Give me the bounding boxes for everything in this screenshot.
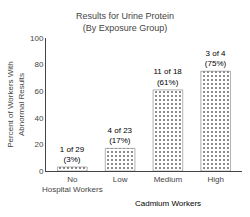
svg-text:NoHospital Workers: NoHospital Workers	[42, 175, 103, 194]
svg-text:60: 60	[34, 87, 43, 96]
svg-text:Results for Urine Protein(By E: Results for Urine Protein(By Exposure Gr…	[76, 11, 174, 33]
svg-text:4 of 23(17%): 4 of 23(17%)	[108, 126, 133, 145]
svg-text:High: High	[207, 175, 223, 184]
svg-text:40: 40	[34, 114, 43, 123]
svg-text:Medium: Medium	[154, 175, 183, 184]
svg-text:20: 20	[34, 140, 43, 149]
svg-text:1 of 29(3%): 1 of 29(3%)	[60, 145, 85, 164]
svg-text:0: 0	[39, 167, 44, 176]
svg-text:80: 80	[34, 60, 43, 69]
svg-text:100: 100	[30, 34, 44, 43]
svg-text:3 of 4(75%): 3 of 4(75%)	[205, 49, 227, 68]
svg-text:Percent of Workers WithAbnorma: Percent of Workers WithAbnormal Results	[6, 61, 25, 148]
svg-text:Cadmium Workers: Cadmium Workers	[135, 199, 201, 208]
svg-text:11 of 18(61%): 11 of 18(61%)	[153, 67, 182, 86]
svg-text:Low: Low	[113, 175, 128, 184]
